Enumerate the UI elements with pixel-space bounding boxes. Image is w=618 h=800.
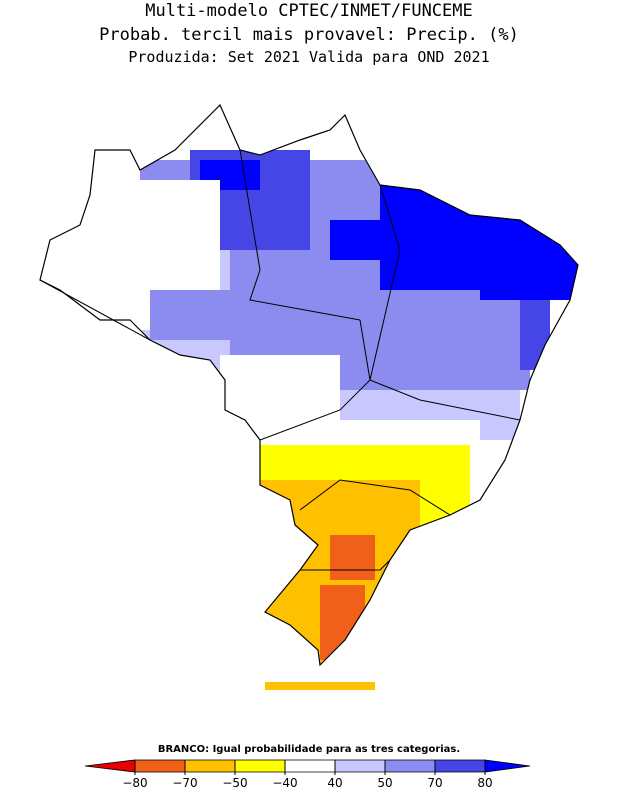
border xyxy=(299,479,451,516)
colorbar-segment xyxy=(84,759,136,773)
info: Produzida: Set 2021 Valida para OND 2021 xyxy=(128,48,489,66)
colorbar-label: 70 xyxy=(427,776,442,790)
colorbar-segment xyxy=(184,759,236,773)
subtitle: Probab. tercil mais provavel: Precip. (%… xyxy=(99,25,519,45)
colorbar-segment xyxy=(484,759,531,773)
colorbar-label: 40 xyxy=(327,776,342,790)
colorbar-label: −80 xyxy=(122,776,147,790)
colorbar-label: 50 xyxy=(377,776,392,790)
colorbar-label: −50 xyxy=(222,776,247,790)
border xyxy=(369,184,521,421)
map-fill xyxy=(140,150,578,665)
colorbar-label: −40 xyxy=(272,776,297,790)
border xyxy=(239,149,361,321)
colorbar-segment xyxy=(134,759,186,773)
title: Multi-modelo CPTEC/INMET/FUNCEME xyxy=(145,1,473,21)
border xyxy=(39,279,151,341)
colorbar-segment xyxy=(434,759,486,773)
colorbar-segment xyxy=(284,759,336,773)
colorbar-label: −70 xyxy=(172,776,197,790)
colorbar-segment xyxy=(334,759,386,773)
border xyxy=(259,319,371,441)
colorbar-segment xyxy=(234,759,286,773)
map-fill xyxy=(265,682,375,690)
legend-note: BRANCO: Igual probabilidade para as tres… xyxy=(158,744,460,755)
colorbar-label: 80 xyxy=(477,776,492,790)
colorbar-segment xyxy=(384,759,436,773)
border xyxy=(300,559,391,571)
